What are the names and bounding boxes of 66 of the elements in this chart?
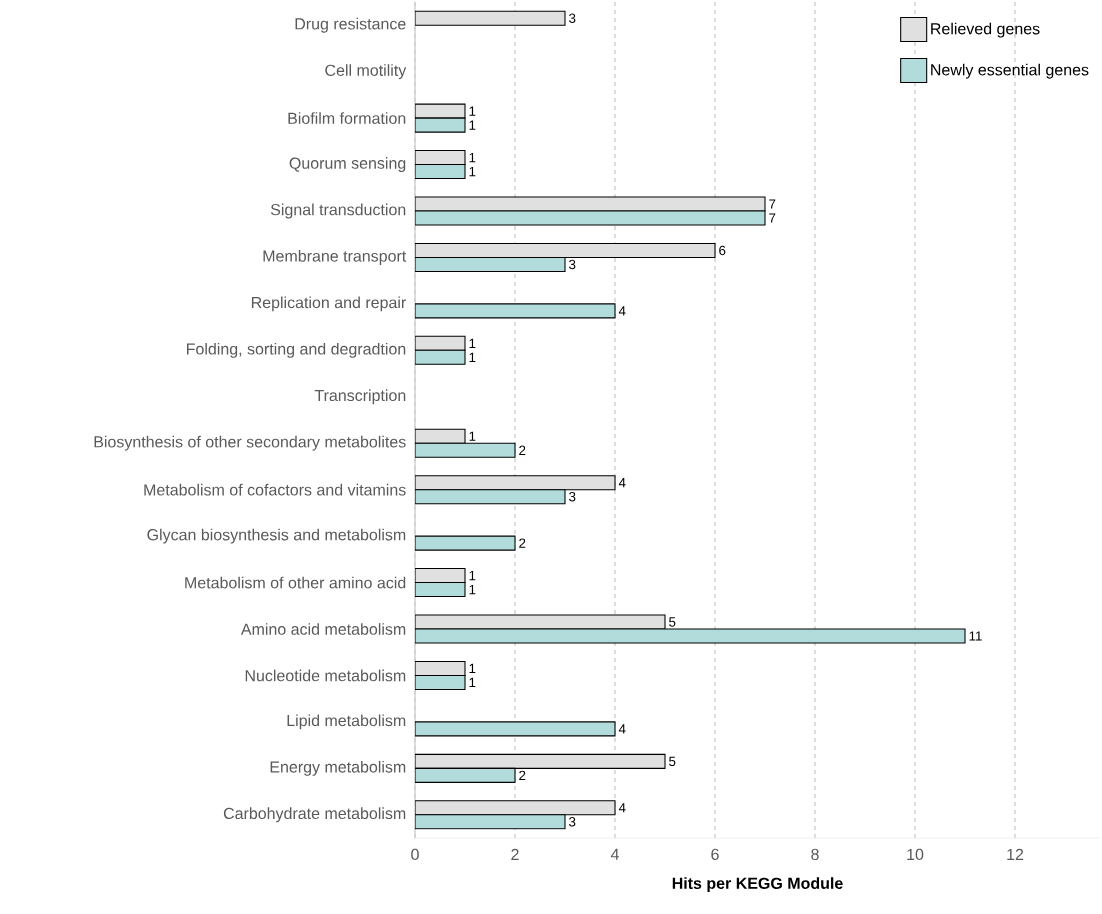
data-label: 1	[469, 352, 476, 362]
x-tick-label: 8	[811, 848, 819, 861]
bar	[415, 800, 616, 816]
data-label: 1	[469, 106, 476, 116]
data-label: 1	[469, 152, 476, 163]
y-tick-label: Biosynthesis of other secondary metabolites	[94, 435, 406, 451]
y-tick-label: Carbohydrate metabolism	[223, 807, 406, 823]
y-tick-label: Lipid metabolism	[287, 714, 406, 730]
x-tick-label: 4	[610, 848, 619, 860]
y-tick-label: Replication and repair	[251, 296, 406, 312]
y-tick-label: Energy metabolism	[270, 760, 406, 776]
y-tick-label: Quorum sensing	[289, 157, 406, 173]
y-tick-label: Cell motility	[325, 64, 407, 80]
bar	[415, 256, 566, 272]
data-label: 5	[669, 617, 676, 627]
x-axis-title: Hits per KEGG Module	[672, 877, 843, 893]
y-tick-label: Metabolism of cofactors and vitamins	[144, 483, 406, 496]
x-tick-label: 0	[411, 848, 419, 861]
y-tick-label: Amino acid metabolism	[240, 623, 406, 635]
y-tick-label: Transcription	[314, 389, 406, 405]
data-label: 4	[618, 724, 626, 734]
data-label: 1	[469, 570, 476, 581]
data-label: 2	[519, 770, 526, 780]
bar	[415, 767, 516, 783]
data-label: 3	[569, 817, 576, 827]
y-tick-label: Folding, sorting and degradtion	[187, 342, 406, 358]
data-label: 1	[469, 663, 476, 674]
y-tick-label: Drug resistance	[295, 17, 406, 33]
data-label: 3	[569, 259, 576, 270]
data-label: 1	[469, 677, 476, 688]
data-label: 4	[618, 306, 626, 316]
data-label: 1	[469, 120, 476, 130]
data-label: 3	[569, 13, 576, 23]
x-tick-label: 6	[711, 848, 719, 861]
x-tick-label: 12	[1007, 848, 1024, 860]
legend-label: Newly essential genes	[931, 63, 1089, 79]
y-tick-label: Nucleotide metabolism	[245, 669, 406, 682]
data-label: 1	[469, 166, 476, 177]
bar	[415, 442, 516, 458]
x-tick-label: 10	[907, 848, 924, 861]
bar	[415, 814, 566, 830]
bar	[415, 753, 666, 769]
data-label: 4	[618, 478, 626, 488]
bar	[415, 242, 716, 258]
data-label: 1	[469, 584, 476, 595]
y-tick-label: Biofilm formation	[288, 112, 406, 124]
y-tick-label: Membrane transport	[263, 250, 407, 265]
data-label: 5	[669, 756, 676, 766]
data-label: 1	[469, 431, 476, 441]
data-label: 2	[519, 538, 526, 548]
bar	[415, 489, 566, 505]
legend-label: Relieved genes	[931, 22, 1040, 38]
x-tick-label: 2	[511, 848, 519, 860]
data-label: 1	[469, 338, 476, 348]
data-label: 2	[519, 445, 526, 455]
bar	[415, 10, 566, 26]
y-tick-label: Glycan biosynthesis and metabolism	[147, 528, 406, 544]
data-label: 4	[618, 803, 626, 813]
data-label: 3	[569, 491, 576, 502]
bar	[415, 475, 616, 491]
y-tick-label: Signal transduction	[270, 203, 406, 219]
y-tick-label: Metabolism of other amino acid	[185, 576, 406, 589]
data-label: 11	[969, 631, 982, 641]
data-label: 7	[769, 213, 776, 223]
data-label: 6	[719, 245, 726, 256]
data-label: 7	[769, 199, 776, 209]
